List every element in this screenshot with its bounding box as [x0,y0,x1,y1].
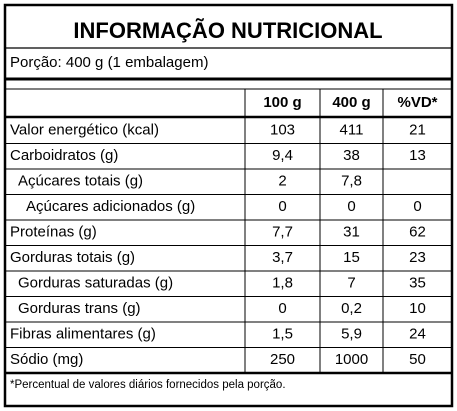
row-label: Açúcares totais (g) [18,173,143,190]
cell-value: 7 [347,275,355,292]
cell-value: 0 [278,300,286,317]
row-label: Gorduras trans (g) [18,300,141,317]
cell-value: 0,2 [341,300,362,317]
title: INFORMAÇÃO NUTRICIONAL [73,18,382,43]
cell-value: 7,8 [341,173,362,190]
cell-value: 10 [409,300,426,317]
cell-value: 15 [343,249,360,266]
column-header: 100 g [263,94,301,111]
row-label: Sódio (mg) [10,351,83,368]
row-label: Açúcares adicionados (g) [26,198,195,215]
cell-value: 21 [409,122,426,139]
row-label: Carboidratos (g) [10,147,118,164]
outer-border [3,3,454,408]
cell-value: 38 [343,147,360,164]
cell-value: 50 [409,351,426,368]
cell-value: 250 [270,351,295,368]
cell-value: 7,7 [272,224,293,241]
cell-value: 103 [270,122,295,139]
cell-value: 1000 [335,351,368,368]
cell-value: 2 [278,173,286,190]
column-header: %VD* [397,94,437,111]
cell-value: 0 [278,198,286,215]
column-header: 400 g [332,94,370,111]
row-label: Proteínas (g) [10,224,97,241]
cell-value: 9,4 [272,147,293,164]
cell-value: 411 [340,122,364,139]
cell-value: 24 [409,326,426,343]
row-label: Valor energético (kcal) [10,122,159,139]
cell-value: 23 [409,249,426,266]
cell-value: 5,9 [341,326,362,343]
cell-value: 62 [409,224,426,241]
cell-value: 0 [347,198,355,215]
row-label: Fibras alimentares (g) [10,326,156,343]
cell-value: 0 [413,198,421,215]
cell-value: 31 [343,224,360,241]
cell-value: 1,5 [272,326,293,343]
cell-value: 35 [409,275,426,292]
serving: Porção: 400 g (1 embalagem) [10,54,208,71]
cell-value: 1,8 [272,275,293,292]
row-label: Gorduras totais (g) [10,249,135,266]
cell-value: 13 [409,147,426,164]
footnote: *Percentual de valores diários fornecido… [10,379,286,391]
cell-value: 3,7 [272,249,293,266]
row-label: Gorduras saturadas (g) [18,275,173,292]
